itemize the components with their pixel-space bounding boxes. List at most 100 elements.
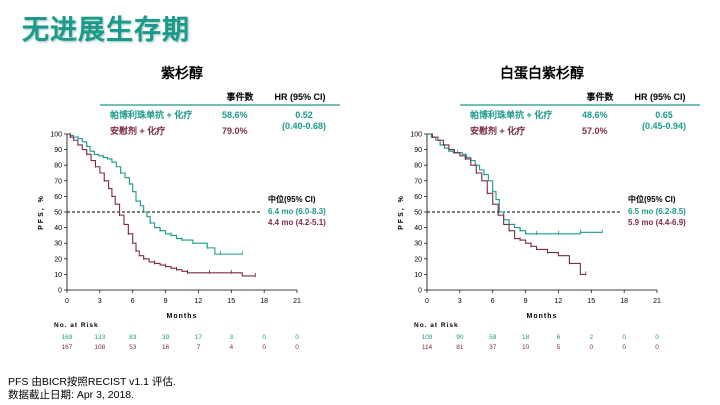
at-risk-placebo: 108	[94, 344, 105, 351]
legend-placebo-label: 安慰剂 + 化疗	[470, 125, 525, 136]
at-risk-placebo: 53	[129, 344, 137, 351]
y-tick-label: 50	[54, 210, 62, 217]
events-treatment: 48.6%	[582, 110, 608, 120]
x-tick-label: 9	[524, 298, 528, 305]
at-risk-placebo: 167	[62, 344, 73, 351]
median-placebo: 5.9 mo (4.4-6.9)	[628, 218, 686, 227]
y-tick-label: 100	[50, 132, 62, 139]
x-tick-label: 21	[653, 298, 661, 305]
median-treatment: 6.4 mo (6.0-8.3)	[268, 207, 326, 216]
y-tick-label: 70	[54, 178, 62, 185]
at-risk-treatment: 6	[557, 334, 561, 341]
y-tick-label: 40	[414, 225, 422, 232]
y-tick-label: 0	[58, 288, 62, 295]
y-tick-label: 80	[54, 163, 62, 170]
axes: 0 10 20 30 40 50 60 70 80 90 100 0 3 6 9 12 15 18 21	[410, 132, 661, 306]
at-risk-placebo: 37	[489, 344, 497, 351]
at-risk-placebo: 7	[197, 344, 201, 351]
x-tick-label: 15	[587, 298, 595, 305]
at-risk-placebo: 114	[422, 344, 433, 351]
at-risk-placebo: 0	[262, 344, 266, 351]
median-header: 中位(95% CI)	[268, 194, 316, 204]
x-tick-label: 0	[425, 298, 429, 305]
hr-ci: (0.40-0.68)	[282, 121, 326, 131]
events-header: 事件数	[586, 91, 614, 102]
km-curve-treatment	[67, 133, 243, 255]
at-risk-treatment: 169	[62, 334, 73, 341]
x-tick-label: 3	[458, 298, 462, 305]
y-tick-label: 90	[54, 147, 62, 154]
axes: 0 10 20 30 40 50 60 70 80 90 100 0 3 6 9 12 15 18 21	[50, 132, 301, 306]
at-risk-placebo: 5	[557, 344, 561, 351]
at-risk-treatment: 109	[422, 334, 433, 341]
x-tick-label: 15	[227, 298, 235, 305]
x-tick-label: 21	[293, 298, 301, 305]
at-risk-treatment: 83	[129, 334, 137, 341]
hr-ci: (0.45-0.94)	[642, 121, 686, 131]
at-risk-treatment: 3	[229, 334, 233, 341]
chart-title: 紫杉醇	[161, 65, 203, 81]
km-curve-placebo	[427, 133, 586, 275]
events-placebo: 79.0%	[222, 126, 248, 136]
events-header: 事件数	[226, 91, 254, 102]
at-risk-treatment: 0	[262, 334, 266, 341]
x-tick-label: 6	[131, 298, 135, 305]
at-risk-treatment: 2	[589, 334, 593, 341]
y-tick-label: 80	[414, 163, 422, 170]
y-axis-label: PFS, %	[398, 194, 405, 230]
y-tick-label: 20	[414, 256, 422, 263]
y-tick-label: 30	[54, 241, 62, 248]
x-tick-label: 0	[65, 298, 69, 305]
y-tick-label: 40	[54, 225, 62, 232]
chart-title: 白蛋白紫杉醇	[500, 65, 584, 81]
y-axis-label: PFS, %	[38, 194, 45, 230]
y-tick-label: 30	[414, 241, 422, 248]
at-risk-treatment: 0	[655, 334, 659, 341]
at-risk-treatment: 133	[94, 334, 105, 341]
median-treatment: 6.5 mo (6.2-8.5)	[628, 207, 686, 216]
footnote-line-2: 数据截止日期: Apr 3, 2018.	[8, 389, 135, 401]
at-risk-placebo: 0	[622, 344, 626, 351]
x-tick-label: 12	[195, 298, 203, 305]
y-tick-label: 50	[414, 210, 422, 217]
x-tick-label: 9	[164, 298, 168, 305]
median-header: 中位(95% CI)	[628, 194, 676, 204]
y-tick-label: 90	[414, 147, 422, 154]
at-risk-treatment: 0	[622, 334, 626, 341]
at-risk-label: No. at Risk	[414, 322, 459, 329]
at-risk-placebo: 0	[589, 344, 593, 351]
y-tick-label: 70	[414, 178, 422, 185]
at-risk-treatment: 0	[295, 334, 299, 341]
km-chart-nab-paclitaxel: 白蛋白紫杉醇 事件数 HR (95% CI) 帕博利珠单抗 + 化疗 48.6% 安慰剂 …	[360, 60, 720, 360]
at-risk-placebo: 81	[456, 344, 464, 351]
x-tick-label: 12	[555, 298, 563, 305]
x-axis-label: Months	[527, 313, 558, 320]
x-tick-label: 18	[260, 298, 268, 305]
at-risk-placebo: 4	[229, 344, 233, 351]
legend-treatment-label: 帕博利珠单抗 + 化疗	[470, 109, 552, 120]
at-risk-placebo: 10	[522, 344, 530, 351]
hr-header: HR (95% CI)	[634, 92, 685, 102]
at-risk-treatment: 17	[195, 334, 203, 341]
hr-value: 0.52	[295, 110, 313, 120]
at-risk-placebo: 16	[162, 344, 170, 351]
at-risk-treatment: 18	[522, 334, 530, 341]
legend-treatment-label: 帕博利珠单抗 + 化疗	[110, 109, 192, 120]
at-risk-treatment: 59	[489, 334, 497, 341]
y-tick-label: 100	[410, 132, 422, 139]
y-tick-label: 0	[418, 288, 422, 295]
footnote-line-1: PFS 由BICR按照RECIST v1.1 评估.	[8, 376, 176, 388]
km-chart-paclitaxel: 紫杉醇 事件数 HR (95% CI) 帕博利珠单抗 + 化疗 58.6% 安慰剂 + 化…	[0, 60, 360, 360]
at-risk-placebo: 0	[295, 344, 299, 351]
y-tick-label: 60	[54, 194, 62, 201]
median-placebo: 4.4 mo (4.2-5.1)	[268, 218, 326, 227]
x-tick-label: 18	[620, 298, 628, 305]
hr-value: 0.65	[655, 110, 673, 120]
page-title: 无进展生存期	[22, 15, 190, 46]
y-tick-label: 10	[54, 272, 62, 279]
at-risk-label: No. at Risk	[54, 322, 99, 329]
y-tick-label: 20	[54, 256, 62, 263]
at-risk-placebo: 0	[655, 344, 659, 351]
events-treatment: 58.6%	[222, 110, 248, 120]
